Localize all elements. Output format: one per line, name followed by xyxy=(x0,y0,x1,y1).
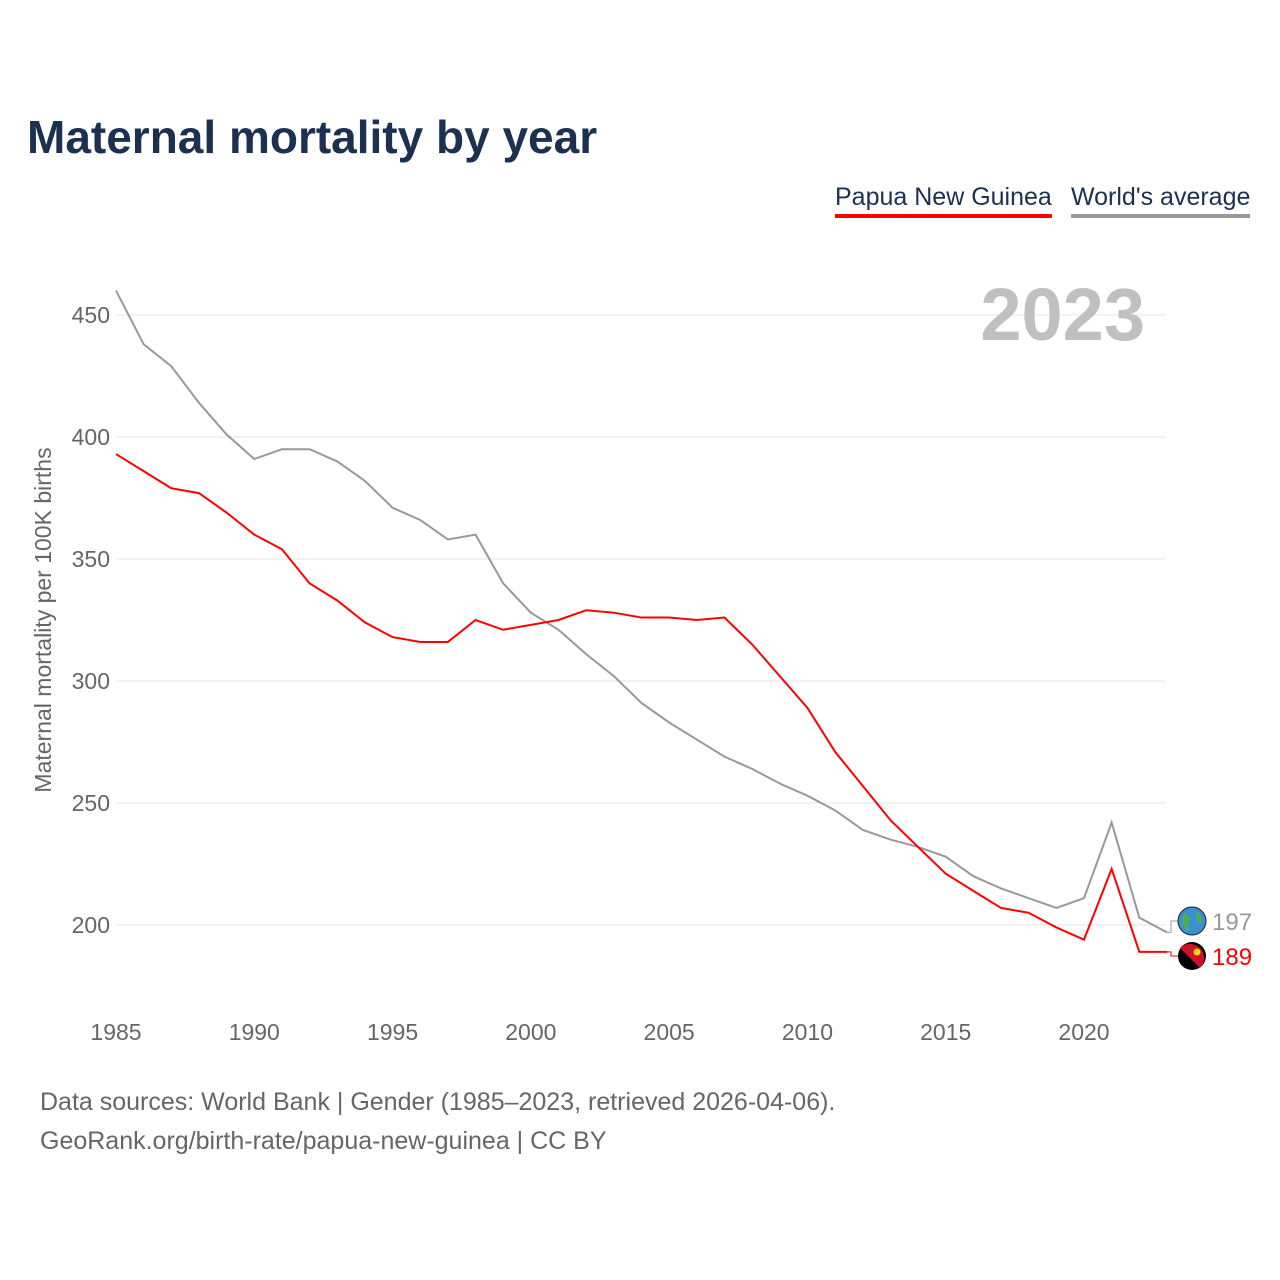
end-value-label: 189 xyxy=(1212,944,1252,971)
x-tick-label: 2000 xyxy=(505,1019,556,1045)
legend-item-world-average[interactable]: World's average xyxy=(1071,183,1251,218)
y-tick-label: 450 xyxy=(72,302,110,328)
end-value-label: 197 xyxy=(1212,909,1252,936)
x-tick-label: 1985 xyxy=(90,1019,141,1045)
x-tick-label: 2020 xyxy=(1058,1019,1109,1045)
legend-item-papua-new-guinea[interactable]: Papua New Guinea xyxy=(835,183,1052,218)
x-tick-label: 1990 xyxy=(229,1019,280,1045)
end-connector xyxy=(1166,920,1180,933)
y-tick-label: 200 xyxy=(72,912,110,938)
flag-bird xyxy=(1193,948,1201,956)
y-tick-label: 350 xyxy=(72,546,110,572)
x-tick-label: 1995 xyxy=(367,1019,418,1045)
y-tick-label: 300 xyxy=(72,668,110,694)
series-line-papua-new-guinea xyxy=(115,453,1167,953)
x-tick-label: 2015 xyxy=(920,1019,971,1045)
footer-link[interactable]: GeoRank.org/birth-rate/papua-new-guinea … xyxy=(40,1127,607,1155)
y-tick-label: 250 xyxy=(72,790,110,816)
chart-title: Maternal mortality by year xyxy=(27,111,598,163)
y-axis-label: Maternal mortality per 100K births xyxy=(30,447,56,792)
end-connector xyxy=(1166,951,1180,957)
series-line-world-s-average xyxy=(115,290,1168,934)
y-tick-label: 400 xyxy=(72,424,110,450)
x-tick-label: 2010 xyxy=(782,1019,833,1045)
footer-sources: Data sources: World Bank | Gender (1985–… xyxy=(40,1088,836,1116)
globe-land xyxy=(1182,911,1202,931)
year-label: 2023 xyxy=(980,273,1145,356)
x-tick-label: 2005 xyxy=(644,1019,695,1045)
